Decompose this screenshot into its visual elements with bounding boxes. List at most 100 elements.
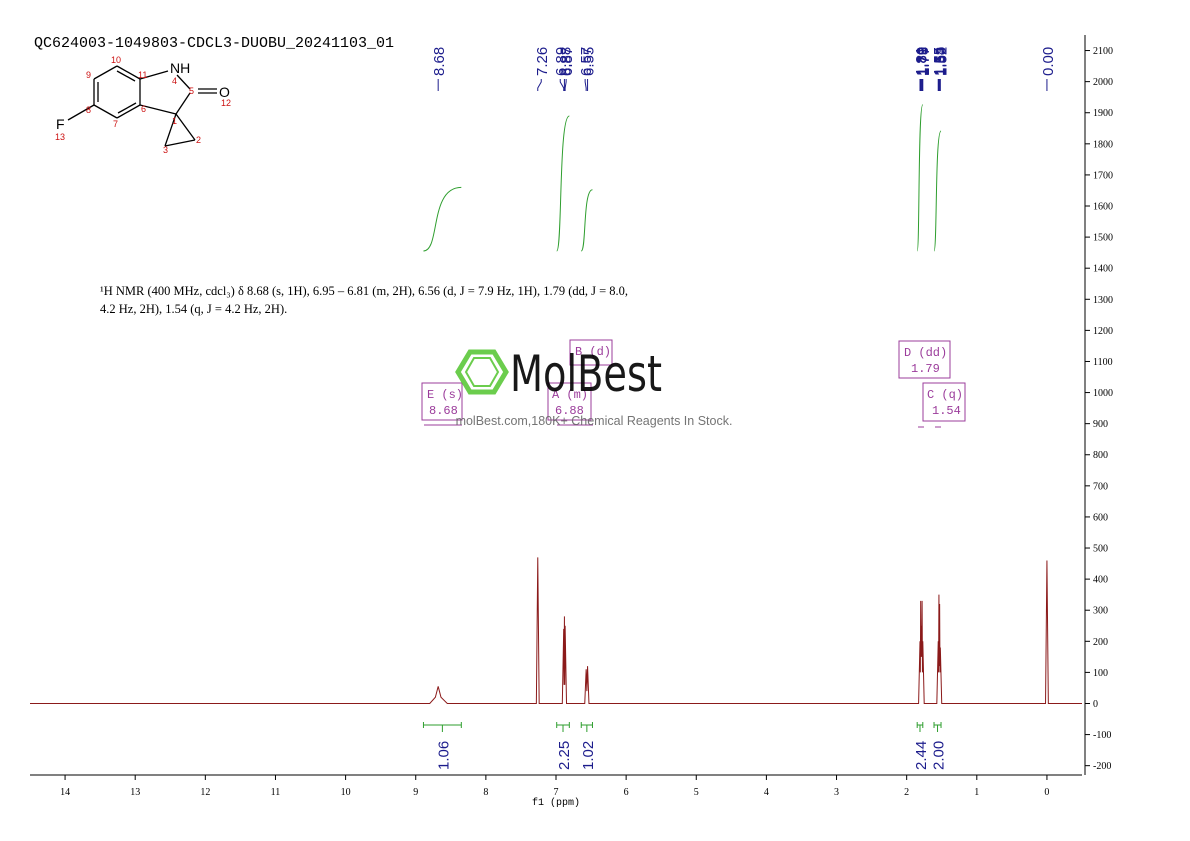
integral-curve: [933, 130, 942, 252]
x-tick-label: 8: [483, 787, 488, 798]
peak-label: 6.55: [581, 47, 598, 76]
multiplet-shift: 8.68: [429, 404, 458, 418]
multiplet-box: [421, 382, 463, 421]
peak-label: 1.78: [915, 47, 932, 76]
integral-bracket: [422, 722, 462, 732]
bond: [117, 102, 137, 114]
integral-label: 1.02: [580, 741, 597, 770]
multiplet-shift: 6.88: [555, 404, 584, 418]
spectrum: [30, 557, 1082, 704]
integral-bracket: [580, 722, 593, 732]
y-tick-label: 700: [1093, 481, 1108, 492]
atom-number: 3: [163, 145, 168, 155]
atom-number: 9: [86, 70, 91, 80]
molecule: NH O F 1 2 3 4 5 6 7 8 9 10 11 12 13: [55, 55, 231, 155]
multiplet-label: A (m): [552, 388, 588, 402]
multiplet-shift: 1.79: [911, 362, 940, 376]
y-tick-label: 1400: [1093, 264, 1113, 275]
x-tick-label: 13: [130, 787, 140, 798]
y-tick-label: 900: [1093, 419, 1108, 430]
y-tick-label: 0: [1093, 699, 1098, 710]
peak-label: 6.87: [559, 47, 576, 76]
bond: [116, 65, 141, 80]
x-tick-label: 4: [764, 787, 769, 798]
y-tick-label: 1800: [1093, 139, 1113, 150]
y-tick-label: 500: [1093, 544, 1108, 555]
x-tick-label: 14: [60, 787, 70, 798]
peak-label: 8.68: [431, 47, 448, 76]
bond: [175, 113, 196, 141]
integral-bracket: [916, 722, 924, 732]
y-tick-label: 1000: [1093, 388, 1113, 399]
integral-curve: [580, 189, 593, 252]
bond: [67, 104, 95, 121]
peak-label: 6.57: [578, 47, 595, 76]
peak-leader: [537, 79, 542, 91]
multiplet-shift: 1.54: [932, 404, 961, 418]
x-tick-label: 3: [834, 787, 839, 798]
bond: [116, 104, 141, 119]
integral-label: 1.06: [435, 741, 452, 770]
peak-label: 1.80: [914, 47, 931, 76]
atom-number: 12: [221, 98, 231, 108]
bond: [176, 74, 191, 90]
y-tick-label: 1900: [1093, 108, 1113, 119]
bond: [93, 104, 118, 119]
y-tick-label: 300: [1093, 606, 1108, 617]
multiplet-box: [569, 339, 613, 366]
x-tick-label: 2: [904, 787, 909, 798]
peak-label: 1.77: [916, 47, 933, 76]
integral-curve: [916, 104, 924, 252]
peak-label: 6.88: [557, 47, 574, 76]
bond: [175, 92, 191, 115]
description: ¹H NMR (400 MHz, cdcl₃) δ 8.68 (s, 1H), …: [100, 284, 629, 316]
atom-number: 11: [138, 70, 147, 80]
x-tick-label: 12: [200, 787, 210, 798]
atom-number: 1: [172, 116, 177, 126]
peak-label: 1.81: [913, 47, 930, 76]
integral-label: 2.44: [913, 741, 930, 770]
peak-label: 7.26: [534, 47, 551, 76]
y-tick-label: 1500: [1093, 233, 1113, 244]
atom-number: 2: [196, 135, 201, 145]
x-tick-label: 1: [974, 787, 979, 798]
peak-label: 1.55: [931, 47, 948, 76]
watermark-logo: [464, 357, 500, 387]
x-tick-label: 10: [341, 787, 351, 798]
integral-curve: [556, 115, 570, 252]
atom-label: F: [56, 116, 65, 132]
y-tick-label: 1300: [1093, 295, 1113, 306]
multiplet-box: [547, 382, 592, 421]
multiplet-label: D (dd): [904, 346, 947, 360]
integral-bracket: [933, 722, 942, 732]
multiplet-label: C (q): [927, 388, 963, 402]
x-tick-label: 11: [271, 787, 281, 798]
y-tick-label: 2000: [1093, 77, 1113, 88]
integral-label: 2.00: [931, 741, 948, 770]
peak-leader: [564, 79, 567, 91]
y-tick-label: 200: [1093, 637, 1108, 648]
multiplet-box: [898, 340, 951, 379]
atom-number: 7: [113, 119, 118, 129]
atom-number: 6: [141, 104, 146, 114]
bond: [164, 139, 196, 147]
chart-title: QC624003-1049803-CDCL3-DUOBU_20241103_01: [34, 35, 394, 52]
y-tick-label: -200: [1093, 761, 1111, 772]
multiplet-label: E (s): [427, 388, 463, 402]
atom-number: 5: [189, 86, 194, 96]
x-axis-label: f1 (ppm): [532, 797, 580, 809]
multiplet-box: [922, 382, 966, 422]
x-tick-label: 6: [624, 787, 629, 798]
peak-leader: [559, 79, 565, 91]
watermark-tagline: molBest.com,180K+ Chemical Reagents In S…: [456, 414, 733, 428]
peak-label: 6.89: [553, 47, 570, 76]
y-tick-label: 1700: [1093, 170, 1113, 181]
peak-leader: [584, 79, 587, 91]
peak-label: 1.52: [933, 47, 950, 76]
y-tick-label: 800: [1093, 450, 1108, 461]
peak-label: 1.54: [932, 47, 949, 76]
y-tick-label: 1100: [1093, 357, 1113, 368]
x-tick-label: 5: [694, 787, 699, 798]
multiplet-label: B (d): [575, 345, 611, 359]
